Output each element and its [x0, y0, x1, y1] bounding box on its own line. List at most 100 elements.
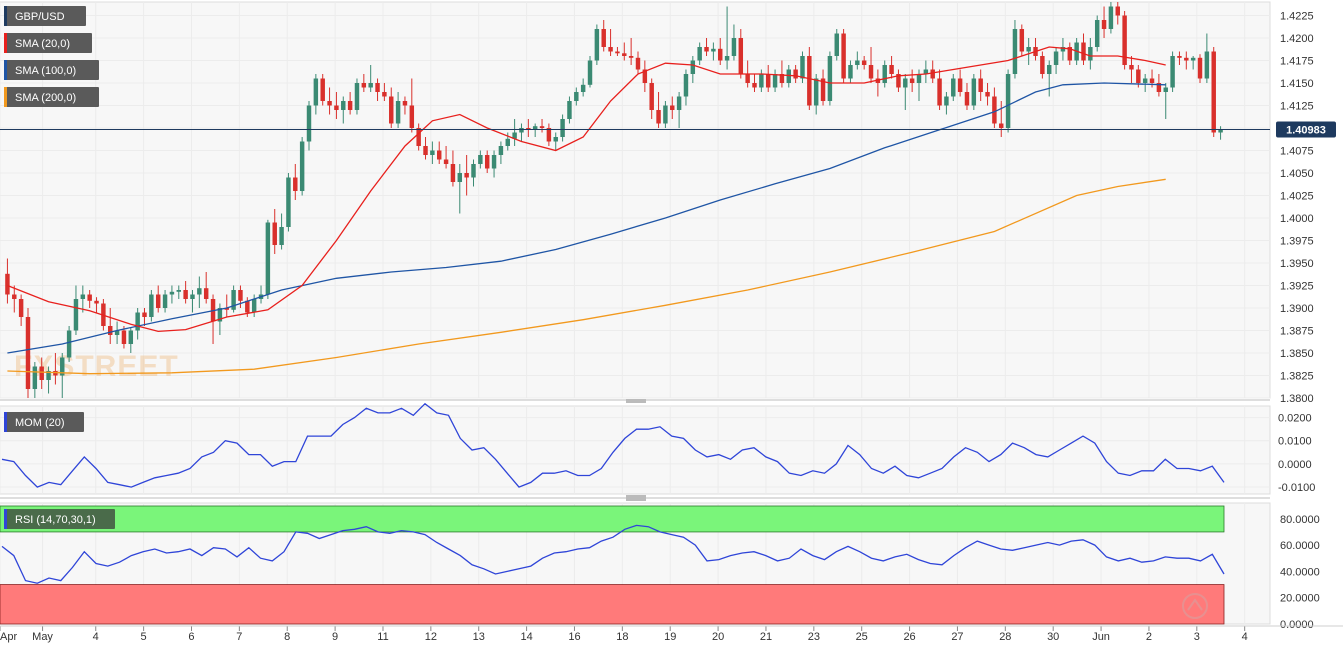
candle-body [354, 83, 360, 110]
candle-body [121, 330, 127, 344]
candle-up [1012, 20, 1018, 79]
rsi-legend-swatch [4, 509, 7, 529]
candle-body [341, 101, 346, 110]
candle-body [203, 288, 209, 299]
candle-body [553, 137, 558, 142]
candle-up [491, 150, 497, 178]
candle-body [882, 65, 887, 83]
last-price-badge [1276, 121, 1336, 138]
candle-down [436, 141, 442, 164]
candle-down [389, 87, 394, 128]
brand-logo-mark [1187, 598, 1203, 611]
candle-up [176, 285, 182, 299]
x-tick-label: 27 [951, 631, 963, 643]
candle-down [539, 119, 545, 133]
candle-body [827, 56, 833, 101]
main-y-tick-label: 1.3900 [1280, 303, 1314, 315]
legend-3-bg [4, 87, 99, 107]
candle-down [820, 69, 826, 106]
candle-down [978, 69, 983, 101]
candle-body [80, 294, 86, 299]
candle-body [868, 65, 874, 79]
main-y-tick-label: 1.3825 [1280, 371, 1314, 383]
x-tick-label: 6 [188, 631, 194, 643]
candle-up [395, 92, 401, 128]
candle-body [1136, 69, 1141, 83]
candle-up [594, 24, 600, 65]
candle-up [580, 78, 586, 97]
candle-body [560, 119, 565, 137]
candle-down [423, 137, 428, 160]
x-tick-label: Jun [1092, 631, 1110, 643]
candle-down [718, 38, 723, 65]
candle-body [1026, 47, 1031, 52]
main-y-tick-label: 1.3950 [1280, 258, 1314, 270]
candle-body [5, 273, 10, 295]
candle-body [135, 312, 140, 331]
candle-body [539, 126, 545, 128]
candle-body [724, 56, 730, 61]
candle-body [53, 371, 58, 376]
candle-body [491, 155, 497, 169]
candle-up [944, 92, 949, 115]
candle-body [464, 173, 469, 178]
candle-body [313, 78, 319, 106]
candle-up [903, 74, 908, 110]
x-tick-label: 28 [999, 631, 1011, 643]
candle-down [635, 51, 641, 74]
candle-body [663, 105, 668, 124]
candle-up [971, 74, 977, 110]
candle-down [999, 101, 1004, 137]
candle-up [759, 69, 764, 92]
candle-body [299, 141, 305, 191]
legend-3-swatch [4, 87, 7, 107]
candle-body [39, 366, 44, 380]
candle-up [1005, 69, 1011, 133]
candle-up [711, 42, 716, 61]
rsi-oversold-zone [0, 584, 1225, 625]
candle-up [1142, 74, 1148, 92]
main-mom-separator-handle [626, 397, 646, 403]
candle-down [628, 38, 634, 65]
rsi-y-tick-label: 80.0000 [1280, 514, 1320, 526]
candle-body [690, 60, 696, 74]
candle-body [656, 110, 661, 124]
x-tick-label: 26 [903, 631, 915, 643]
x-tick-label: 8 [284, 631, 290, 643]
candle-up [683, 69, 689, 106]
candle-body [478, 155, 483, 164]
candle-down [121, 326, 127, 349]
brand-logo [1182, 593, 1208, 619]
candle-body [430, 150, 435, 155]
candle-up [882, 60, 887, 88]
legend-2-bg [4, 60, 99, 80]
candle-up [855, 51, 860, 70]
candle-body [402, 101, 408, 106]
candle-body [765, 74, 771, 88]
candle-down [1081, 33, 1086, 65]
legend-2: SMA (100,0) [4, 60, 99, 80]
candle-body [320, 78, 325, 101]
candle-down [546, 123, 552, 146]
candle-body [416, 128, 421, 146]
candle-up [354, 78, 360, 115]
candle-down [909, 69, 915, 92]
candle-body [251, 299, 257, 313]
legend-0-swatch [4, 6, 7, 26]
candle-up [149, 290, 154, 322]
candle-up [498, 141, 504, 164]
candle-body [601, 29, 606, 47]
candle-body [1046, 65, 1052, 74]
candle-body [306, 105, 312, 142]
candle-body [60, 357, 65, 376]
mom-legend-swatch [4, 412, 7, 432]
legend-1-swatch [4, 33, 7, 53]
candle-up [519, 123, 524, 142]
candle-body [909, 78, 915, 83]
candle-body [635, 57, 641, 70]
candle-up [731, 24, 737, 61]
candle-body [567, 101, 572, 119]
x-tick-label: 12 [425, 631, 437, 643]
candle-body [217, 308, 223, 322]
rsi-line [1, 524, 1225, 584]
